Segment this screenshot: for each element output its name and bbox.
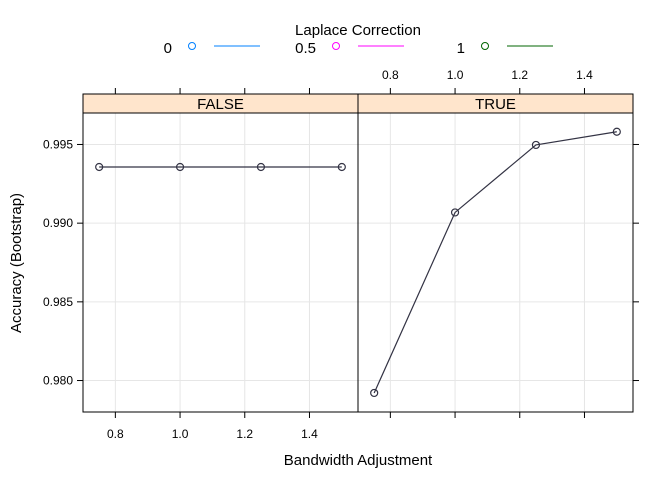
series-line-0 xyxy=(373,131,617,394)
strip-label: TRUE xyxy=(475,96,516,113)
legend-marker-0 xyxy=(188,42,196,50)
y-tick-label-2: 0.990 xyxy=(43,216,73,230)
data-point-3 xyxy=(337,162,346,172)
x-axis-title: Bandwidth Adjustment xyxy=(284,452,433,469)
y-axis-title: Accuracy (Bootstrap) xyxy=(8,193,25,333)
data-point-1 xyxy=(450,208,460,217)
legend: Laplace Correction 0 0.5 1 xyxy=(164,22,553,57)
panel-true: TRUE 0.8 1.0 1.2 1.4 xyxy=(357,68,639,418)
data-point-3 xyxy=(612,127,621,136)
x-tick-label-2: 1.2 xyxy=(236,427,253,441)
x-tick-label-0: 0.8 xyxy=(107,427,124,441)
x-tick-label-1: 1.0 xyxy=(447,68,464,82)
panels: FALSE 0.8 1.0 1.2 1.4 0.980 0.985 0.990 0.995 TRU… xyxy=(43,68,639,441)
y-tick-label-1: 0.985 xyxy=(43,295,73,309)
x-tick-label-3: 1.4 xyxy=(576,68,593,82)
legend-title: Laplace Correction xyxy=(295,22,421,39)
data-point-1 xyxy=(175,162,185,172)
data-point-0 xyxy=(95,162,104,172)
y-tick-label-3: 0.995 xyxy=(43,137,73,151)
legend-label-1: 0.5 xyxy=(295,40,316,57)
x-tick-label-1: 1.0 xyxy=(172,427,189,441)
legend-label-2: 1 xyxy=(457,40,465,57)
x-tick-label-2: 1.2 xyxy=(511,68,528,82)
panel-border xyxy=(82,112,359,413)
panel-false: FALSE 0.8 1.0 1.2 1.4 0.980 0.985 0.990 0.995 xyxy=(43,88,359,441)
x-tick-label-0: 0.8 xyxy=(382,68,399,82)
legend-marker-2 xyxy=(481,42,489,50)
legend-marker-1 xyxy=(332,42,340,50)
legend-label-0: 0 xyxy=(164,40,172,57)
data-point-2 xyxy=(256,162,266,172)
data-point-0 xyxy=(370,388,379,398)
x-tick-label-3: 1.4 xyxy=(301,427,318,441)
panel-border xyxy=(357,112,634,413)
y-tick-label-0: 0.980 xyxy=(43,374,73,388)
data-point-2 xyxy=(531,140,541,150)
strip-label: FALSE xyxy=(197,96,244,113)
